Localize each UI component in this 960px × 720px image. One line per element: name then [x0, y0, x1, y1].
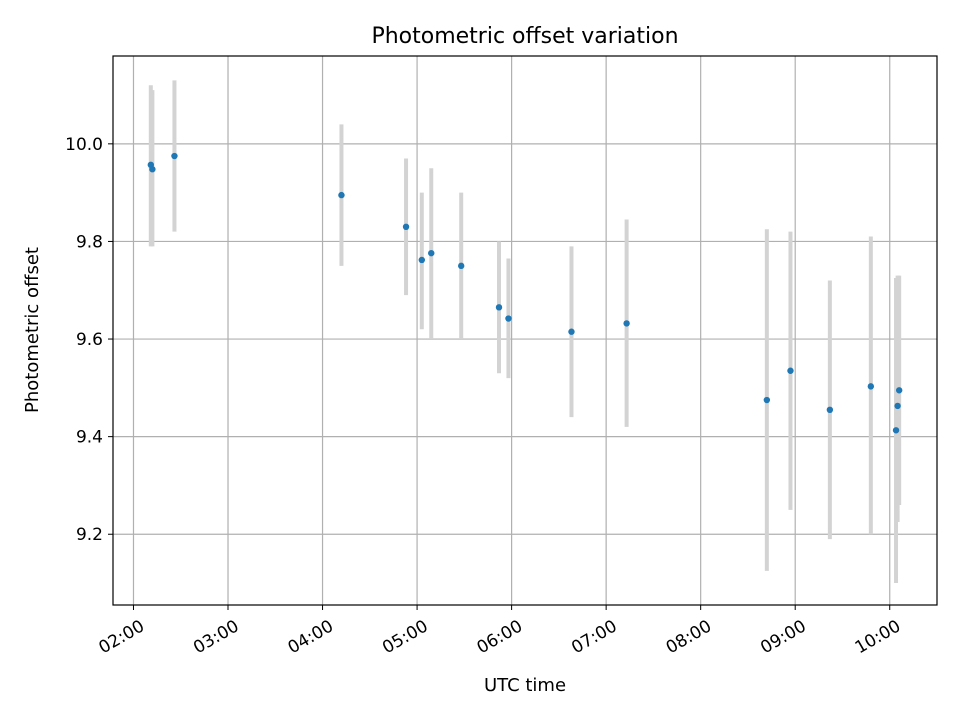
x-axis-label: UTC time	[484, 675, 566, 696]
x-tick-label: 05:00	[379, 616, 431, 658]
data-point	[763, 396, 771, 404]
data-point	[894, 402, 901, 410]
data-point	[149, 166, 156, 173]
data-point	[338, 191, 345, 199]
y-tick-label: 9.2	[76, 525, 103, 545]
data-point	[895, 387, 903, 394]
data-point	[495, 304, 503, 311]
y-tick-label: 10.0	[65, 135, 103, 155]
data-point	[457, 262, 465, 270]
x-axis-ticks: 02:00 03:00 04:00 05:00 06:00 07:00 08:00 09:00…	[96, 605, 904, 658]
x-tick-label: 02:00	[96, 616, 148, 658]
data-point	[402, 223, 410, 230]
chart-title: Photometric offset variation	[371, 24, 678, 49]
data-point	[505, 315, 512, 322]
x-tick-label: 10:00	[852, 616, 904, 658]
y-axis-ticks: 9.2 9.4 9.6 9.8 10.0	[65, 135, 113, 545]
x-tick-label: 04:00	[285, 616, 337, 658]
data-point	[171, 152, 178, 160]
data-point	[867, 383, 875, 390]
x-tick-label: 09:00	[757, 616, 809, 658]
data-point	[826, 406, 834, 413]
data-point	[892, 427, 900, 434]
y-tick-label: 9.8	[76, 232, 103, 252]
x-tick-label: 07:00	[568, 616, 620, 658]
data-point	[418, 256, 426, 264]
data-points	[147, 152, 903, 434]
data-point	[623, 320, 630, 327]
data-point	[428, 249, 435, 257]
x-tick-label: 08:00	[663, 616, 715, 658]
data-point	[787, 367, 794, 374]
y-tick-label: 9.6	[76, 330, 103, 350]
x-tick-label: 06:00	[474, 616, 526, 658]
y-axis-label: Photometric offset	[22, 247, 43, 413]
gridlines	[113, 56, 937, 605]
y-tick-label: 9.4	[76, 428, 103, 448]
data-point	[568, 328, 575, 335]
plot-frame	[112, 55, 938, 606]
plot-area	[113, 56, 937, 605]
x-tick-label: 03:00	[190, 616, 242, 658]
